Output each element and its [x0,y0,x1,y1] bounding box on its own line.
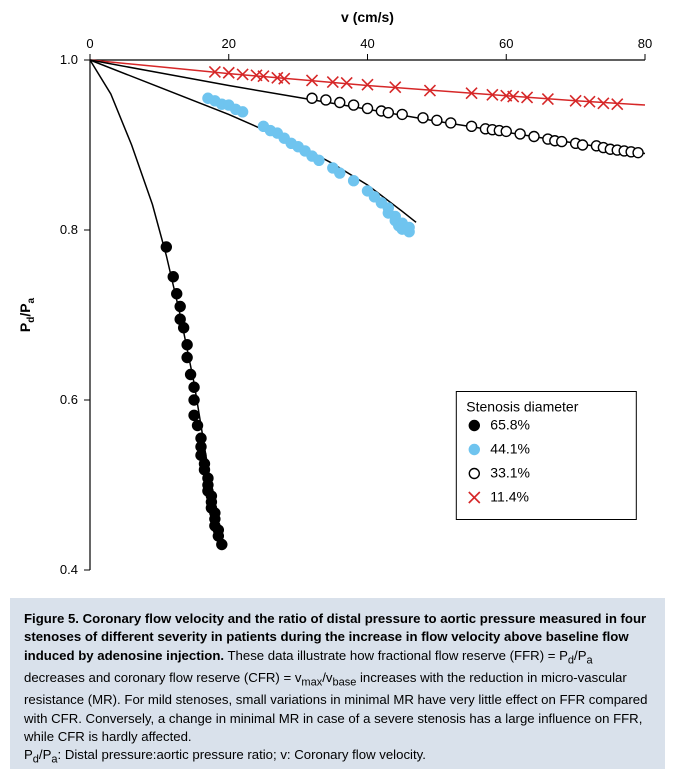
svg-text:20: 20 [222,36,236,51]
svg-text:80: 80 [638,36,652,51]
caption-sub-4: base [332,677,356,689]
svg-text:Stenosis diameter: Stenosis diameter [466,399,578,415]
svg-text:0.4: 0.4 [60,562,78,577]
svg-text:11.4%: 11.4% [490,489,529,505]
svg-text:v (cm/s): v (cm/s) [341,9,394,25]
svg-text:0: 0 [86,36,93,51]
svg-text:40: 40 [360,36,374,51]
caption-footer-3: : Distal pressure:aortic pressure ratio;… [58,747,426,762]
svg-text:0.6: 0.6 [60,392,78,407]
svg-text:0.8: 0.8 [60,222,78,237]
caption-body-3: decreases and coronary flow reserve (CFR… [24,670,301,685]
caption-body-1: These data illustrate how fractional flo… [224,648,568,663]
svg-text:60: 60 [499,36,513,51]
caption-body-4: /v [322,670,332,685]
caption-sub-2: a [587,655,593,667]
figure-container: 0 20 40 60 80 v (cm/s) 0.4 0.6 0.8 1.0 Pd/Pa Stenos… [0,0,675,779]
caption-footer-1: P [24,747,33,762]
chart-area: 0 20 40 60 80 v (cm/s) 0.4 0.6 0.8 1.0 Pd/Pa Stenos… [0,0,675,600]
scatter-chart: 0 20 40 60 80 v (cm/s) 0.4 0.6 0.8 1.0 Pd/Pa Stenos… [0,0,675,595]
svg-text:65.8%: 65.8% [490,417,530,433]
caption-figure-label: Figure 5. [24,611,79,626]
caption-sub-3: max [301,677,322,689]
svg-text:Pd/Pa: Pd/Pa [17,297,37,332]
svg-text:1.0: 1.0 [60,52,78,67]
caption-body-2: /P [574,648,586,663]
caption-footer-2: /P [39,747,51,762]
svg-text:33.1%: 33.1% [490,465,530,481]
svg-text:44.1%: 44.1% [490,441,530,457]
figure-caption: Figure 5. Coronary flow velocity and the… [10,598,665,769]
